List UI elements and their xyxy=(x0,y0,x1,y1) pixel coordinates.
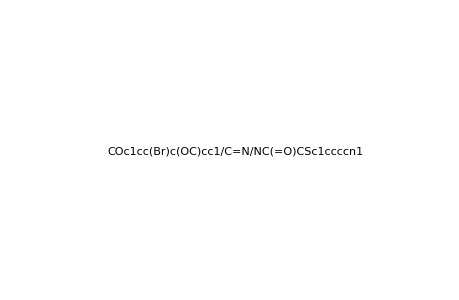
Text: COc1cc(Br)c(OC)cc1/C=N/NC(=O)CSc1ccccn1: COc1cc(Br)c(OC)cc1/C=N/NC(=O)CSc1ccccn1 xyxy=(107,146,363,157)
